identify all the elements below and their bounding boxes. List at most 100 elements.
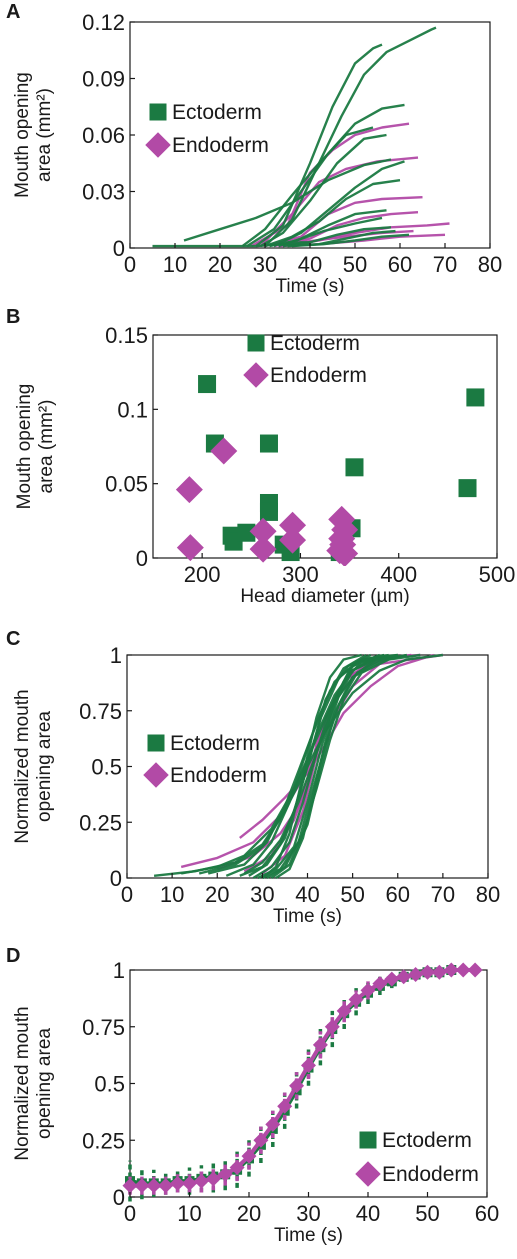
ectoderm-curve [264,26,437,247]
x-tick-label: 0 [124,252,136,277]
endoderm-mean-line [130,968,476,1188]
legend-marker-endoderm [355,1161,381,1187]
endoderm-point [396,969,412,985]
ectoderm-curve [248,653,367,877]
endoderm-point [210,437,238,465]
ectoderm-curve [270,653,399,879]
endoderm-point [229,1159,245,1175]
endoderm-point [312,1037,328,1053]
y-tick-label: 1 [110,643,122,668]
endoderm-point [443,962,459,978]
ectoderm-curve [261,653,362,879]
y-tick-label: 0.1 [117,397,148,422]
endoderm-curve [273,211,419,248]
x-axis-label: Time (s) [276,276,345,297]
x-tick-label: 20 [205,882,229,907]
y-axis-label: Mouth opening [14,384,35,510]
endoderm-point [467,962,483,978]
legend-marker-ectoderm [247,334,265,352]
ectoderm-point [466,388,485,407]
x-tick-label: 30 [253,252,277,277]
endoderm-point [431,964,447,980]
endoderm-point [249,535,277,563]
ectoderm-point [259,434,278,453]
x-tick-label: 30 [250,882,274,907]
ectoderm-curve [152,241,310,248]
legend-marker-ectoderm [359,1131,377,1149]
y-tick-label: 0 [113,236,125,261]
ectoderm-point [237,523,256,542]
endoderm-point [182,1175,197,1191]
x-axis-label: Time (s) [273,906,342,927]
x-tick-label: 0 [121,882,133,907]
y-tick-label: 1 [113,958,125,983]
ectoderm-point [198,375,217,394]
ectoderm-curve [183,158,392,242]
ectoderm-curve [241,126,374,248]
x-tick-label: 40 [298,252,322,277]
y-axis-label: opening area [34,711,55,822]
y-axis-label: area (mm²) [34,88,55,182]
y-axis-label: opening area [34,1028,55,1139]
legend-marker-endoderm [143,762,169,788]
y-tick-label: 0.09 [82,67,125,92]
x-tick-label: 0 [124,1201,136,1226]
endoderm-curve [264,196,423,248]
endoderm-point [360,982,376,998]
y-tick-label: 0.12 [82,10,125,35]
x-tick-label: 60 [388,252,412,277]
panel-a: A 0 10 20 30 40 50 60 70 80 0 0.03 0.06 0.09 0.12 Time … [6,1,502,297]
endoderm-point [279,511,307,539]
x-tick-label: 80 [478,252,502,277]
endoderm-point [289,1078,305,1094]
x-tick-label: 20 [208,252,232,277]
ectoderm-curve [264,179,401,248]
y-tick-label: 0.25 [82,1128,125,1153]
x-tick-label: 50 [343,252,367,277]
panel-letter: D [6,945,20,967]
ectoderm-curve [243,653,381,875]
legend-label-ectoderm: Ectoderm [170,732,260,755]
y-tick-label: 0 [110,866,122,891]
ectoderm-point [458,479,477,498]
legend-label-endoderm: Endoderm [382,1163,479,1186]
y-tick-label: 0 [113,1185,125,1210]
endoderm-point [241,1148,257,1164]
y-tick-label: 0.03 [82,180,125,205]
x-tick-label: 70 [433,252,457,277]
x-axis-label: Time (s) [274,1225,343,1246]
y-tick-label: 0.5 [91,755,122,780]
x-tick-label: 50 [415,1201,439,1226]
ectoderm-curve [255,43,383,248]
endoderm-point [455,962,471,978]
x-tick-label: 200 [184,562,221,587]
x-tick-label: 10 [177,1201,201,1226]
x-tick-label: 30 [296,1201,320,1226]
panel-b: B 200 300 400 500 0 0.05 0.1 0.15 Head diameter (… [6,306,515,607]
y-axis-label: Normalized mouth [12,689,33,843]
x-tick-label: 20 [237,1201,261,1226]
panel-c: C 0 10 20 30 40 50 60 70 80 0 0.25 0.5 0.75 1 Time (s) N… [6,628,500,927]
endoderm-point [336,1003,352,1019]
panel-letter: B [6,306,20,328]
endoderm-point [277,1098,293,1114]
x-tick-label: 60 [386,882,410,907]
endoderm-point [331,540,359,566]
panel-letter: C [6,628,20,650]
legend-label-ectoderm: Ectoderm [270,332,360,355]
ectoderm-curve [291,233,410,248]
endoderm-point [193,1173,209,1189]
endoderm-point [122,1178,138,1194]
endoderm-point [175,476,203,504]
ectoderm-curve [266,653,421,880]
x-tick-label: 80 [476,882,500,907]
endoderm-point [324,1019,340,1035]
ectoderm-curve [275,653,385,880]
legend-label-ectoderm: Ectoderm [382,1129,472,1152]
endoderm-point [176,534,204,562]
x-tick-label: 60 [475,1201,499,1226]
y-tick-label: 0.15 [105,323,148,348]
endoderm-point [384,971,400,987]
legend-label-endoderm: Endoderm [172,134,269,157]
legend-label-ectoderm: Ectoderm [172,101,262,124]
